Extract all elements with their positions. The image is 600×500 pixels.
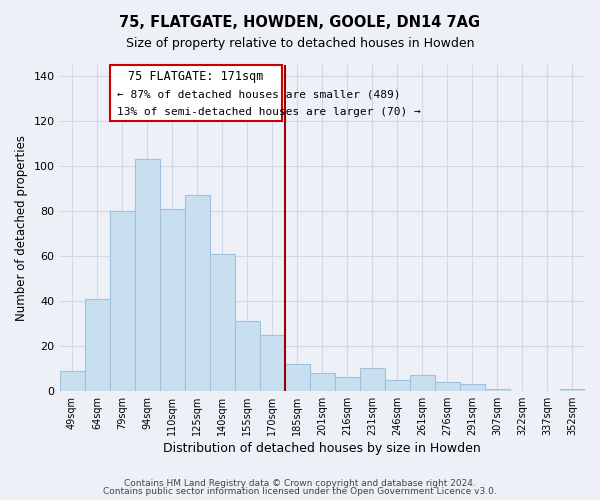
- Bar: [285, 364, 310, 391]
- Bar: [310, 373, 335, 391]
- Bar: [209, 254, 235, 391]
- Bar: [185, 196, 209, 391]
- Bar: [485, 388, 510, 391]
- Bar: [235, 321, 260, 391]
- Bar: [110, 211, 134, 391]
- Text: Contains public sector information licensed under the Open Government Licence v3: Contains public sector information licen…: [103, 487, 497, 496]
- Bar: [560, 388, 585, 391]
- Text: Contains HM Land Registry data © Crown copyright and database right 2024.: Contains HM Land Registry data © Crown c…: [124, 478, 476, 488]
- Text: 75, FLATGATE, HOWDEN, GOOLE, DN14 7AG: 75, FLATGATE, HOWDEN, GOOLE, DN14 7AG: [119, 15, 481, 30]
- Bar: [410, 375, 435, 391]
- X-axis label: Distribution of detached houses by size in Howden: Distribution of detached houses by size …: [163, 442, 481, 455]
- Bar: [160, 209, 185, 391]
- Bar: [260, 334, 285, 391]
- Text: 75 FLATGATE: 171sqm: 75 FLATGATE: 171sqm: [128, 70, 263, 82]
- Bar: [85, 298, 110, 391]
- Bar: [460, 384, 485, 391]
- Text: Size of property relative to detached houses in Howden: Size of property relative to detached ho…: [126, 38, 474, 51]
- Bar: [385, 380, 410, 391]
- FancyBboxPatch shape: [110, 65, 282, 121]
- Y-axis label: Number of detached properties: Number of detached properties: [15, 135, 28, 321]
- Text: 13% of semi-detached houses are larger (70) →: 13% of semi-detached houses are larger (…: [117, 107, 421, 117]
- Bar: [360, 368, 385, 391]
- Bar: [435, 382, 460, 391]
- Bar: [59, 370, 85, 391]
- Bar: [335, 378, 360, 391]
- Text: ← 87% of detached houses are smaller (489): ← 87% of detached houses are smaller (48…: [117, 89, 401, 99]
- Bar: [134, 160, 160, 391]
